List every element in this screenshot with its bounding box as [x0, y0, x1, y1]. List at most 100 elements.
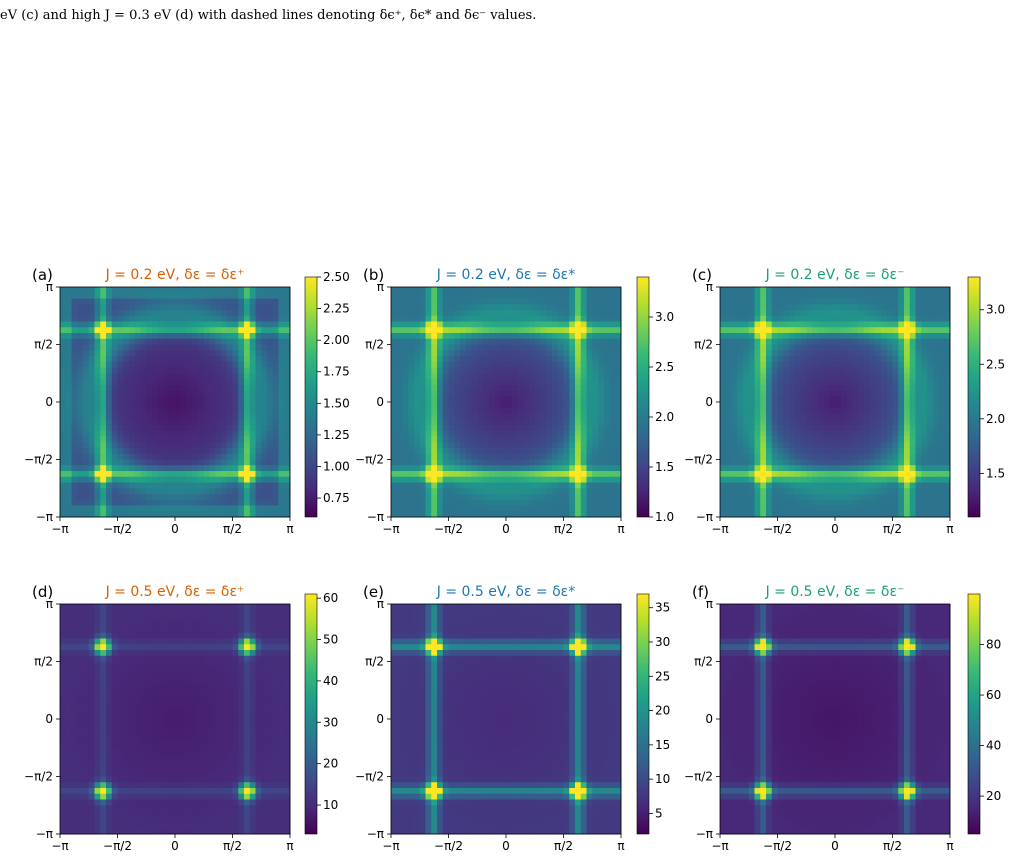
heatmap-cell	[603, 488, 610, 495]
heatmap-cell	[261, 321, 268, 328]
heatmap-cell	[840, 321, 847, 328]
heatmap-cell	[65, 615, 72, 622]
heatmap-cells	[720, 287, 951, 518]
heatmap-cell	[944, 356, 951, 363]
heatmap-cell	[720, 407, 727, 414]
heatmap-cell	[425, 505, 432, 512]
heatmap-cell	[284, 499, 291, 506]
heatmap-cell	[944, 321, 951, 328]
heatmap-cell	[488, 494, 495, 501]
heatmap-cell	[869, 356, 876, 363]
heatmap-cell	[523, 379, 530, 386]
heatmap-cell	[238, 310, 245, 317]
heatmap-cell	[615, 453, 622, 460]
heatmap-cell	[869, 350, 876, 357]
heatmap-cell	[477, 505, 484, 512]
heatmap-cell	[886, 448, 893, 455]
heatmap-cell	[123, 361, 130, 368]
heatmap-cell	[569, 367, 576, 374]
heatmap-cell	[71, 430, 78, 437]
heatmap-cell	[743, 333, 750, 340]
heatmap-cell	[494, 453, 501, 460]
heatmap-cell	[267, 327, 274, 334]
heatmap-cell	[284, 390, 291, 397]
heatmap-cell	[517, 430, 524, 437]
heatmap-cell	[65, 390, 72, 397]
heatmap-cell	[209, 425, 216, 432]
heatmap-cell	[94, 459, 101, 466]
heatmap-cell	[511, 384, 518, 391]
heatmap-cell	[731, 482, 738, 489]
heatmap-cell	[477, 402, 484, 409]
heatmap-cell	[858, 304, 865, 311]
heatmap-cell	[483, 327, 490, 334]
heatmap-cell	[83, 609, 90, 616]
heatmap-cell	[180, 333, 187, 340]
heatmap-cell	[402, 465, 409, 472]
heatmap-cell	[267, 350, 274, 357]
heatmap-cell	[100, 494, 107, 501]
heatmap-cell	[840, 384, 847, 391]
heatmap-cell	[511, 350, 518, 357]
heatmap-cell	[846, 356, 853, 363]
heatmap-cell	[396, 471, 403, 478]
heatmap-cell	[760, 482, 767, 489]
heatmap-cell	[402, 287, 409, 294]
heatmap-cell	[938, 338, 945, 345]
heatmap-cell	[875, 396, 882, 403]
heatmap-cell	[100, 402, 107, 409]
heatmap-cell	[760, 379, 767, 386]
heatmap-cell	[743, 459, 750, 466]
heatmap-cell	[552, 442, 559, 449]
heatmap-cell	[552, 482, 559, 489]
heatmap-cell	[129, 413, 136, 420]
heatmap-cell	[552, 436, 559, 443]
heatmap-cell	[794, 511, 801, 518]
heatmap-cell	[157, 425, 164, 432]
heatmap-cell	[835, 321, 842, 328]
heatmap-cell	[789, 338, 796, 345]
heatmap-cell	[881, 459, 888, 466]
heatmap-cell	[94, 407, 101, 414]
heatmap-cell	[771, 350, 778, 357]
heatmap-cell	[134, 476, 141, 483]
heatmap-cell	[100, 476, 107, 483]
heatmap-cell	[737, 350, 744, 357]
heatmap-cell	[100, 327, 107, 334]
heatmap-cell	[129, 511, 136, 518]
heatmap-cell	[563, 367, 570, 374]
heatmap-cell	[437, 315, 444, 322]
heatmap-cell	[232, 350, 239, 357]
heatmap-cell	[209, 442, 216, 449]
heatmap-cell	[852, 310, 859, 317]
heatmap-cell	[448, 379, 455, 386]
heatmap-cell	[615, 419, 622, 426]
heatmap-cell	[226, 321, 233, 328]
heatmap-cell	[238, 413, 245, 420]
heatmap-cell	[60, 384, 67, 391]
heatmap-cell	[198, 430, 205, 437]
heatmap-cell	[760, 494, 767, 501]
heatmap-cell	[557, 396, 564, 403]
heatmap-cell	[800, 511, 807, 518]
heatmap-cell	[869, 419, 876, 426]
heatmap-cell	[829, 494, 836, 501]
heatmap-cell	[592, 298, 599, 305]
heatmap-cell	[794, 453, 801, 460]
heatmap-cell	[175, 367, 182, 374]
heatmap-cell	[506, 298, 513, 305]
heatmap-cell	[806, 494, 813, 501]
heatmap-cell	[180, 448, 187, 455]
heatmap-cell	[858, 459, 865, 466]
heatmap-cell	[255, 333, 262, 340]
heatmap-cell	[244, 476, 251, 483]
heatmap-cell	[932, 396, 939, 403]
heatmap-cell	[431, 442, 438, 449]
heatmap-cell	[540, 407, 547, 414]
heatmap-cell	[603, 436, 610, 443]
heatmap-cell	[106, 419, 113, 426]
heatmap-cell	[140, 315, 147, 322]
heatmap-cell	[904, 430, 911, 437]
heatmap-cell	[442, 448, 449, 455]
heatmap-cell	[129, 379, 136, 386]
